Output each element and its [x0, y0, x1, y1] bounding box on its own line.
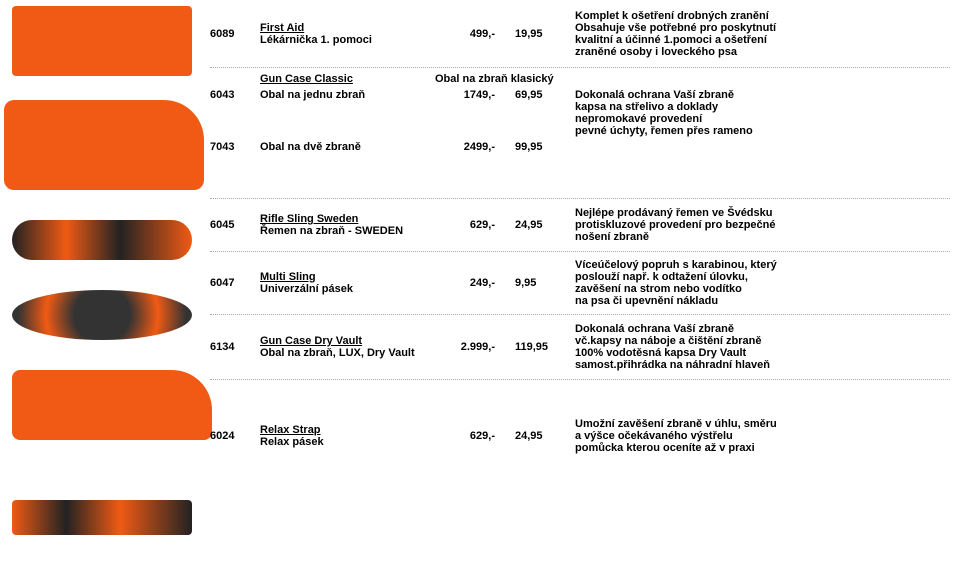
- product-code: 6045: [210, 219, 260, 231]
- product-name: Obal na dvě zbraně: [260, 141, 435, 153]
- product-name: First Aid Lékárnička 1. pomoci: [260, 22, 435, 46]
- product-row: 7043 Obal na dvě zbraně 2499,- 99,95: [0, 139, 960, 155]
- product-ship: 19,95: [515, 28, 575, 40]
- product-code: 6134: [210, 341, 260, 353]
- product-price: 2.999,-: [435, 341, 515, 353]
- product-name: Gun Case Dry Vault Obal na zbraň, LUX, D…: [260, 335, 435, 359]
- product-name: Obal na jednu zbraň: [260, 89, 435, 101]
- product-row: 6047 Multi Sling Univerzální pásek 249,-…: [0, 255, 960, 311]
- thumb-relax-strap: [12, 500, 192, 535]
- product-name: Rifle Sling Sweden Řemen na zbraň - SWED…: [260, 213, 435, 237]
- product-code: 6089: [210, 28, 260, 40]
- product-ship: 24,95: [515, 219, 575, 231]
- product-desc: Dokonalá ochrana Vaší zbraně kapsa na st…: [575, 89, 950, 137]
- product-desc: Dokonalá ochrana Vaší zbraně vč.kapsy na…: [575, 323, 950, 371]
- product-ship: 69,95: [515, 89, 575, 101]
- product-code: 6043: [210, 89, 260, 101]
- product-price: 249,-: [435, 277, 515, 289]
- product-row: 6089 First Aid Lékárnička 1. pomoci 499,…: [0, 4, 960, 64]
- separator: [210, 67, 950, 68]
- separator: [210, 314, 950, 315]
- product-code: 6047: [210, 277, 260, 289]
- product-ship: 9,95: [515, 277, 575, 289]
- product-row: 6043 Obal na jednu zbraň 1749,- 69,95 Do…: [0, 87, 960, 139]
- group-title: Gun Case Classic: [260, 73, 353, 85]
- product-price: 629,-: [435, 219, 515, 231]
- product-price: 2499,-: [435, 141, 515, 153]
- product-row: 6134 Gun Case Dry Vault Obal na zbraň, L…: [0, 318, 960, 376]
- product-row: 6024 Relax Strap Relax pásek 629,- 24,95…: [0, 413, 960, 459]
- product-code: 7043: [210, 141, 260, 153]
- product-ship: 99,95: [515, 141, 575, 153]
- product-name: Relax Strap Relax pásek: [260, 424, 435, 448]
- product-desc: Umožní zavěšení zbraně v úhlu, směru a v…: [575, 418, 950, 454]
- product-code: 6024: [210, 430, 260, 442]
- product-desc: Nejlépe prodávaný řemen ve Švédsku proti…: [575, 207, 950, 243]
- product-row: 6045 Rifle Sling Sweden Řemen na zbraň -…: [0, 202, 960, 248]
- separator: [210, 251, 950, 252]
- product-group-header: Gun Case Classic Obal na zbraň klasický: [0, 71, 960, 87]
- product-price: 1749,-: [435, 89, 515, 101]
- product-name: Multi Sling Univerzální pásek: [260, 271, 435, 295]
- product-desc: Komplet k ošetření drobných zranění Obsa…: [575, 10, 950, 58]
- product-desc: Víceúčelový popruh s karabinou, který po…: [575, 259, 950, 307]
- product-price: 629,-: [435, 430, 515, 442]
- product-ship: 24,95: [515, 430, 575, 442]
- group-subtitle: Obal na zbraň klasický: [435, 73, 635, 85]
- separator: [210, 198, 950, 199]
- separator: [210, 379, 950, 380]
- product-price: 499,-: [435, 28, 515, 40]
- product-ship: 119,95: [515, 341, 575, 353]
